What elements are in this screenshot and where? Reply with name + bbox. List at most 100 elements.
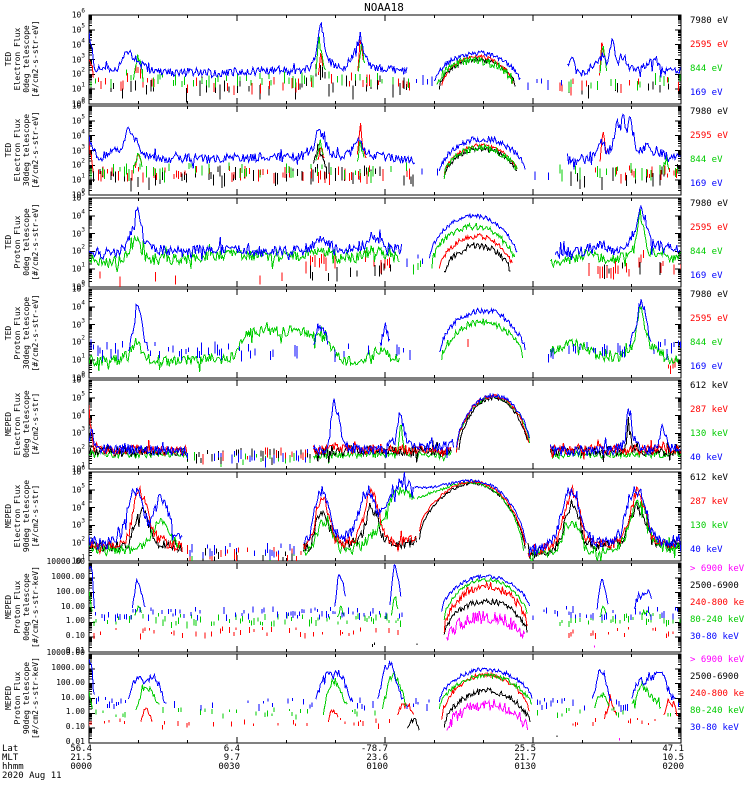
- ted-electron-flux-0deg-series-844-ev: [90, 36, 681, 93]
- ted-proton-flux-0deg-axis-label: TED Proton Flux 0deg telescope [#/cm2-s-str…: [4, 203, 40, 280]
- ted-electron-flux-30deg-series-844-ev: [90, 139, 678, 183]
- xtick-mlt: 21.7: [514, 753, 536, 763]
- meped-proton-flux-0deg-series-30-80-kev: [89, 563, 678, 622]
- ytick-label: 104: [71, 299, 85, 312]
- legend-label: > 6900 keV: [690, 564, 745, 574]
- legend-label: 80-240 keV: [690, 615, 745, 625]
- meped-electron-flux-90deg-plot: [88, 471, 682, 562]
- ytick-label: 104: [71, 37, 85, 49]
- meped-proton-flux-0deg-axis-label: MEPED Proton Flux 0deg telescope [#/cm2-s-s…: [4, 566, 40, 648]
- meped-proton-flux-90deg-axis-label: MEPED Proton Flux 90deg telescope [#/cm2-s-…: [4, 657, 40, 739]
- axis-label-line: 30deg telescope: [22, 113, 31, 186]
- ytick-label: 102: [71, 443, 85, 456]
- axis-label-line: 0deg telescope: [22, 24, 31, 93]
- legend-label: 287 keV: [690, 497, 728, 507]
- xaxis-tick-column: -78.7 23.6 0100: [361, 745, 388, 772]
- xtick-mlt: 9.7: [223, 753, 240, 763]
- meped-proton-flux-90deg-plot: [88, 653, 682, 744]
- ytick-label: 106: [71, 464, 85, 477]
- legend-label: 30-80 keV: [690, 723, 739, 733]
- legend-label: > 6900 keV: [690, 655, 745, 665]
- axis-label-line: Electron Flux: [13, 27, 22, 90]
- legend-label: 7980 eV: [690, 199, 728, 209]
- legend-label: 2595 eV: [690, 223, 728, 233]
- ytick-label: 102: [71, 244, 85, 256]
- xaxis-date-label: 2020 Aug 11: [2, 771, 62, 781]
- xtick-lat: 6.4: [223, 744, 240, 754]
- ytick-label: 10.00: [60, 692, 85, 702]
- meped-proton-flux-0deg-series-80-240-kev: [89, 577, 681, 629]
- ytick-label: 105: [71, 390, 85, 403]
- axis-label-line: 90deg telescope: [22, 479, 31, 552]
- legend-label: 130 keV: [690, 521, 728, 531]
- ytick-label: 102: [71, 535, 85, 548]
- legend-label: 240-800 ke: [690, 689, 745, 699]
- meped-proton-flux-90deg-series-30-80-kev: [89, 659, 679, 712]
- legend-label: 7980 eV: [690, 107, 728, 117]
- ted-proton-flux-0deg-series-169-ev: [89, 204, 681, 267]
- meped-proton-flux-90deg-series-80-240-kev: [89, 671, 671, 720]
- ytick-label: 105: [71, 281, 85, 294]
- axis-label-line: 0deg telescope: [22, 572, 31, 641]
- ytick-label: 0.10: [65, 631, 85, 641]
- axis-label-line: Proton Flux: [13, 671, 22, 724]
- ytick-label: 1000.00: [51, 571, 85, 581]
- ytick-label: 104: [71, 208, 85, 221]
- ted-proton-flux-0deg-series-844-ev: [89, 209, 681, 275]
- meped-proton-flux-90deg-series--6900-kev: [446, 699, 620, 741]
- legend-label: 169 eV: [690, 271, 723, 281]
- ted-electron-flux-30deg-series-169-ev: [89, 113, 681, 181]
- xaxis-tick-column: 47.1 10.5 0200: [662, 745, 684, 772]
- xtick-lat: -78.7: [360, 744, 388, 754]
- ytick-label: 103: [71, 518, 85, 530]
- ytick-label: 101: [71, 553, 85, 566]
- xtick-lat: 56.4: [70, 744, 92, 754]
- legend-label: 2500-6900: [690, 581, 739, 591]
- xaxis-row-label-lat: Lat: [2, 744, 19, 754]
- ytick-label: 101: [71, 461, 85, 474]
- meped-proton-flux-0deg-series--6900-kev: [446, 610, 596, 648]
- ytick-label: 105: [71, 22, 85, 35]
- axis-label-line: MEPED: [4, 685, 13, 710]
- ytick-label: 103: [71, 426, 85, 438]
- xaxis-row-label-hhmm: hhmm: [2, 762, 24, 772]
- xtick-hhmm: 0000: [70, 762, 92, 772]
- meped-proton-flux-0deg-series-2500-6900: [371, 598, 528, 647]
- ted-electron-flux-0deg-series-169-ev: [89, 21, 681, 91]
- axis-label-line: TED: [4, 234, 13, 249]
- axis-label-line: 0deg telescope: [22, 389, 31, 458]
- axis-label-line: Proton Flux: [13, 215, 22, 268]
- meped-electron-flux-0deg-series-130-kev: [89, 395, 681, 467]
- axis-label-line: TED: [4, 142, 13, 157]
- meped-electron-flux-90deg-series-287-kev: [89, 480, 681, 561]
- axis-label-line: MEPED: [4, 503, 13, 528]
- ted-electron-flux-0deg-axis-label: TED Electron Flux 0deg telescope [#/cm2-s-s…: [4, 20, 40, 97]
- ted-proton-flux-30deg-series-169-ev: [90, 298, 681, 363]
- ytick-label: 105: [71, 113, 85, 126]
- legend-label: 169 eV: [690, 362, 723, 372]
- ytick-label: 100: [71, 187, 85, 200]
- axis-label-line: 30deg telescope: [22, 296, 31, 369]
- ted-electron-flux-30deg-plot: [88, 105, 682, 196]
- ted-electron-flux-30deg-series-7980-ev: [90, 142, 678, 192]
- legend-label: 2595 eV: [690, 314, 728, 324]
- ted-proton-flux-30deg-series-844-ev: [89, 305, 679, 372]
- ytick-label: 106: [71, 372, 85, 385]
- xtick-hhmm: 0030: [218, 762, 240, 772]
- ytick-label: 100: [71, 96, 85, 109]
- axis-label-line: Electron Flux: [13, 484, 22, 547]
- meped-electron-flux-0deg-plot: [88, 379, 682, 470]
- ytick-label: 100.00: [56, 677, 85, 687]
- legend-label: 612 keV: [690, 473, 728, 483]
- xtick-mlt: 23.6: [366, 753, 388, 763]
- meped-electron-flux-90deg-axis-label: MEPED Electron Flux 90deg telescope [#/cm2-…: [4, 479, 40, 551]
- ytick-label: 1.00: [65, 616, 85, 626]
- ytick-label: 100: [71, 370, 85, 383]
- ted-proton-flux-30deg-plot: [88, 288, 682, 379]
- ytick-label: 0.01: [65, 646, 85, 655]
- ytick-label: 1.00: [65, 707, 85, 717]
- ytick-label: 0.01: [65, 737, 85, 746]
- axis-label-line: Electron Flux: [13, 392, 22, 455]
- ytick-label: 100.00: [56, 586, 85, 596]
